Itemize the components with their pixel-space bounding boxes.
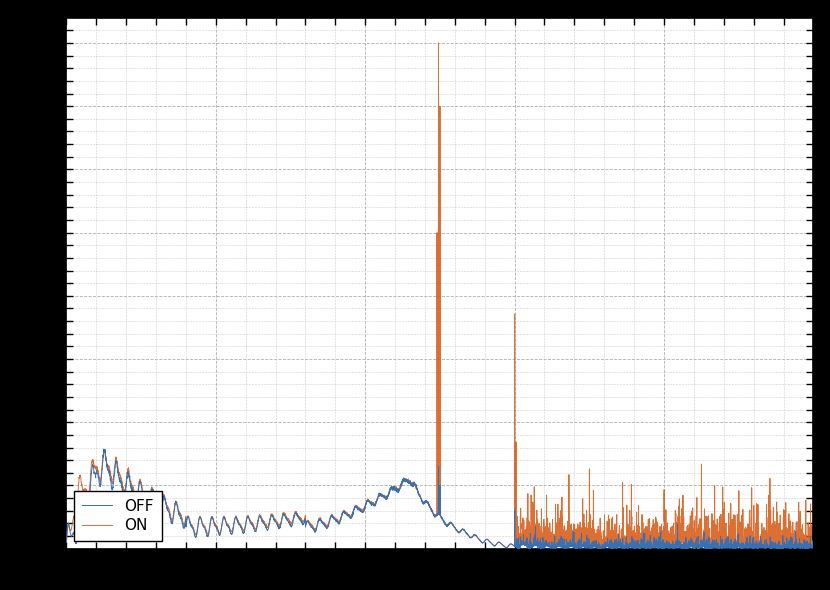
ON <box>808 534 818 541</box>
ON <box>347 512 357 519</box>
ON <box>433 40 443 47</box>
OFF <box>510 543 520 550</box>
OFF <box>808 544 818 551</box>
ON <box>61 539 71 546</box>
OFF <box>61 539 71 546</box>
OFF <box>198 520 208 527</box>
ON <box>547 536 557 543</box>
ON <box>197 519 207 526</box>
ON <box>510 543 520 550</box>
OFF <box>678 545 688 552</box>
Line: OFF: OFF <box>66 449 813 549</box>
ON <box>676 529 686 536</box>
ON <box>738 545 748 552</box>
OFF <box>619 543 629 550</box>
OFF <box>99 445 109 453</box>
ON <box>619 538 629 545</box>
OFF <box>347 513 357 520</box>
Line: ON: ON <box>66 43 813 549</box>
OFF <box>676 543 686 550</box>
OFF <box>547 543 557 550</box>
Legend: OFF, ON: OFF, ON <box>74 491 162 541</box>
